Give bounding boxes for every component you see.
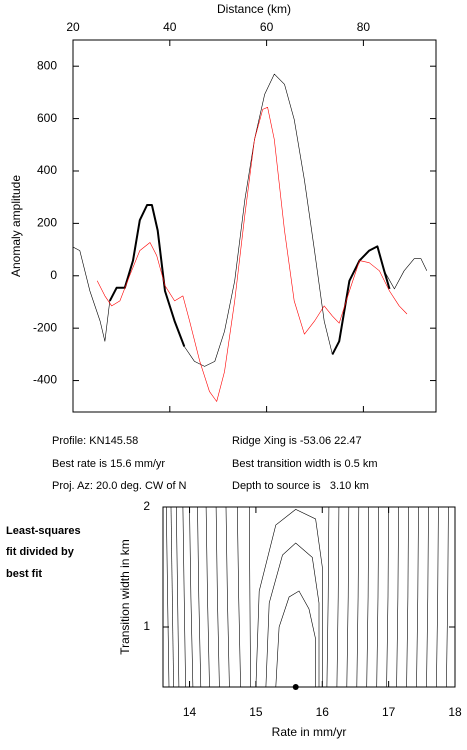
contour-line <box>255 509 323 687</box>
contour-line <box>446 507 449 687</box>
x-axis-label: Distance (km) <box>217 2 291 16</box>
note-text: best fit <box>6 568 42 580</box>
contour-line <box>336 507 340 687</box>
y-tick-label: 200 <box>37 216 57 230</box>
info-text: Best transition width is 0.5 km <box>232 458 378 470</box>
contour-line <box>166 507 170 687</box>
contour-line <box>249 507 251 687</box>
y-tick-label: 0 <box>50 268 57 282</box>
info-text: Proj. Az: 20.0 deg. CW of N <box>52 480 187 492</box>
y-tick-label: 800 <box>37 58 57 72</box>
contour-line <box>176 507 180 687</box>
x-tick-label: 80 <box>357 20 371 34</box>
contour-line <box>197 507 202 687</box>
data-line <box>73 73 428 367</box>
contour-line <box>366 507 369 687</box>
x-tick-label: 14 <box>183 705 197 719</box>
contour-line <box>386 507 389 687</box>
info-text: Depth to source is 3.10 km <box>232 480 369 492</box>
contour-line <box>170 507 174 687</box>
y-tick-label: -400 <box>33 373 57 387</box>
info-text: Ridge Xing is -53.06 22.47 <box>232 435 362 447</box>
plot-frame <box>72 39 437 413</box>
y-tick-label: 1 <box>143 619 150 633</box>
data-line <box>331 245 391 355</box>
contour-line <box>356 507 360 687</box>
x-tick-label: 60 <box>260 20 274 34</box>
x-tick-label: 20 <box>66 20 80 34</box>
contour-line <box>205 507 210 687</box>
x-tick-label: 18 <box>448 705 462 719</box>
contour-line <box>182 507 186 687</box>
y-axis-label: Anomaly amplitude <box>9 175 23 277</box>
contour-line <box>189 507 194 687</box>
x-tick-label: 15 <box>249 705 263 719</box>
x-tick-label: 16 <box>316 705 330 719</box>
contour-line <box>215 507 220 687</box>
x-tick-label: 40 <box>163 20 177 34</box>
contour-line <box>376 507 379 687</box>
info-text: Profile: KN145.58 <box>52 435 138 447</box>
contour-line <box>326 507 330 687</box>
contour-line <box>265 542 320 687</box>
contour-line <box>416 507 419 687</box>
note-text: fit divided by <box>6 546 75 558</box>
contour-line <box>436 507 439 687</box>
contour-line <box>225 507 230 687</box>
contour-line <box>346 507 350 687</box>
x-tick-label: 17 <box>382 705 396 719</box>
y-tick-label: 600 <box>37 111 57 125</box>
data-line <box>108 204 186 347</box>
info-text: Best rate is 15.6 mm/yr <box>52 458 165 470</box>
y-tick-label: -200 <box>33 320 57 334</box>
y-tick-label: 400 <box>37 163 57 177</box>
note-text: Least-squares <box>6 525 81 537</box>
contour-line <box>406 507 409 687</box>
contour-line <box>275 590 316 687</box>
y-axis-label: Transition width in km <box>118 539 132 655</box>
plot-frame <box>162 506 456 688</box>
data-line <box>96 107 408 402</box>
x-axis-label: Rate in mm/yr <box>272 725 347 739</box>
best-fit-point <box>292 684 299 690</box>
contour-line <box>237 507 241 687</box>
y-tick-label: 2 <box>143 499 150 513</box>
contour-line <box>396 507 399 687</box>
contour-line <box>426 507 429 687</box>
